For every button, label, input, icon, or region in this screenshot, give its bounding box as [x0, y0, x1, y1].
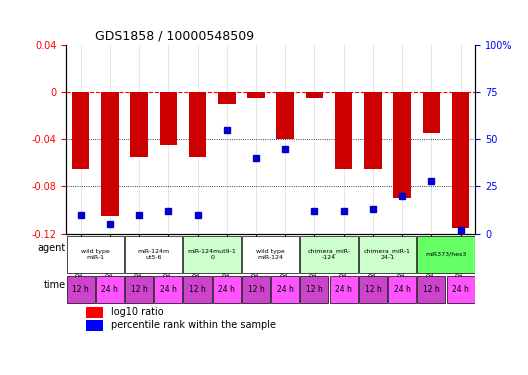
Bar — [422, 92, 440, 134]
FancyBboxPatch shape — [184, 236, 241, 273]
FancyBboxPatch shape — [125, 276, 153, 303]
Bar — [247, 92, 265, 98]
Bar — [101, 92, 119, 216]
FancyBboxPatch shape — [300, 236, 357, 273]
FancyBboxPatch shape — [359, 276, 387, 303]
Text: miR-124mut9-1
0: miR-124mut9-1 0 — [188, 249, 237, 259]
Text: log10 ratio: log10 ratio — [111, 307, 164, 317]
Text: 24 h: 24 h — [160, 285, 177, 294]
Text: 24 h: 24 h — [394, 285, 411, 294]
FancyBboxPatch shape — [417, 276, 446, 303]
Bar — [277, 92, 294, 139]
Bar — [130, 92, 148, 157]
FancyBboxPatch shape — [447, 276, 475, 303]
FancyBboxPatch shape — [359, 236, 416, 273]
FancyBboxPatch shape — [388, 276, 416, 303]
Text: 12 h: 12 h — [364, 285, 381, 294]
Bar — [335, 92, 352, 169]
Text: 12 h: 12 h — [423, 285, 440, 294]
FancyBboxPatch shape — [242, 236, 299, 273]
Bar — [87, 307, 103, 318]
Text: agent: agent — [37, 243, 66, 253]
Text: GDS1858 / 10000548509: GDS1858 / 10000548509 — [95, 30, 254, 42]
Text: percentile rank within the sample: percentile rank within the sample — [111, 321, 276, 330]
Text: chimera_miR-1
24-1: chimera_miR-1 24-1 — [364, 249, 411, 260]
Bar — [393, 92, 411, 198]
Bar — [452, 92, 469, 228]
Text: 24 h: 24 h — [452, 285, 469, 294]
Text: 12 h: 12 h — [131, 285, 147, 294]
Text: 12 h: 12 h — [306, 285, 323, 294]
Bar — [189, 92, 206, 157]
FancyBboxPatch shape — [417, 236, 475, 273]
Bar — [87, 321, 103, 331]
Text: 24 h: 24 h — [277, 285, 294, 294]
Text: 12 h: 12 h — [248, 285, 265, 294]
Text: 12 h: 12 h — [189, 285, 206, 294]
FancyBboxPatch shape — [96, 276, 124, 303]
FancyBboxPatch shape — [67, 236, 124, 273]
Text: wild type
miR-1: wild type miR-1 — [81, 249, 110, 259]
Text: 12 h: 12 h — [72, 285, 89, 294]
FancyBboxPatch shape — [154, 276, 182, 303]
Text: miR-124m
ut5-6: miR-124m ut5-6 — [138, 249, 169, 259]
Text: wild type
miR-124: wild type miR-124 — [256, 249, 285, 259]
FancyBboxPatch shape — [184, 276, 212, 303]
Text: time: time — [44, 280, 66, 290]
Bar — [72, 92, 89, 169]
Bar — [364, 92, 382, 169]
Bar — [218, 92, 235, 104]
FancyBboxPatch shape — [67, 276, 95, 303]
FancyBboxPatch shape — [213, 276, 241, 303]
Text: chimera_miR-
-124: chimera_miR- -124 — [307, 249, 351, 260]
FancyBboxPatch shape — [242, 276, 270, 303]
FancyBboxPatch shape — [125, 236, 182, 273]
Bar — [306, 92, 323, 98]
Text: 24 h: 24 h — [335, 285, 352, 294]
Text: miR373/hes3: miR373/hes3 — [425, 252, 467, 257]
FancyBboxPatch shape — [329, 276, 357, 303]
Bar — [159, 92, 177, 145]
Text: 24 h: 24 h — [101, 285, 118, 294]
Text: 24 h: 24 h — [218, 285, 235, 294]
FancyBboxPatch shape — [300, 276, 328, 303]
FancyBboxPatch shape — [271, 276, 299, 303]
